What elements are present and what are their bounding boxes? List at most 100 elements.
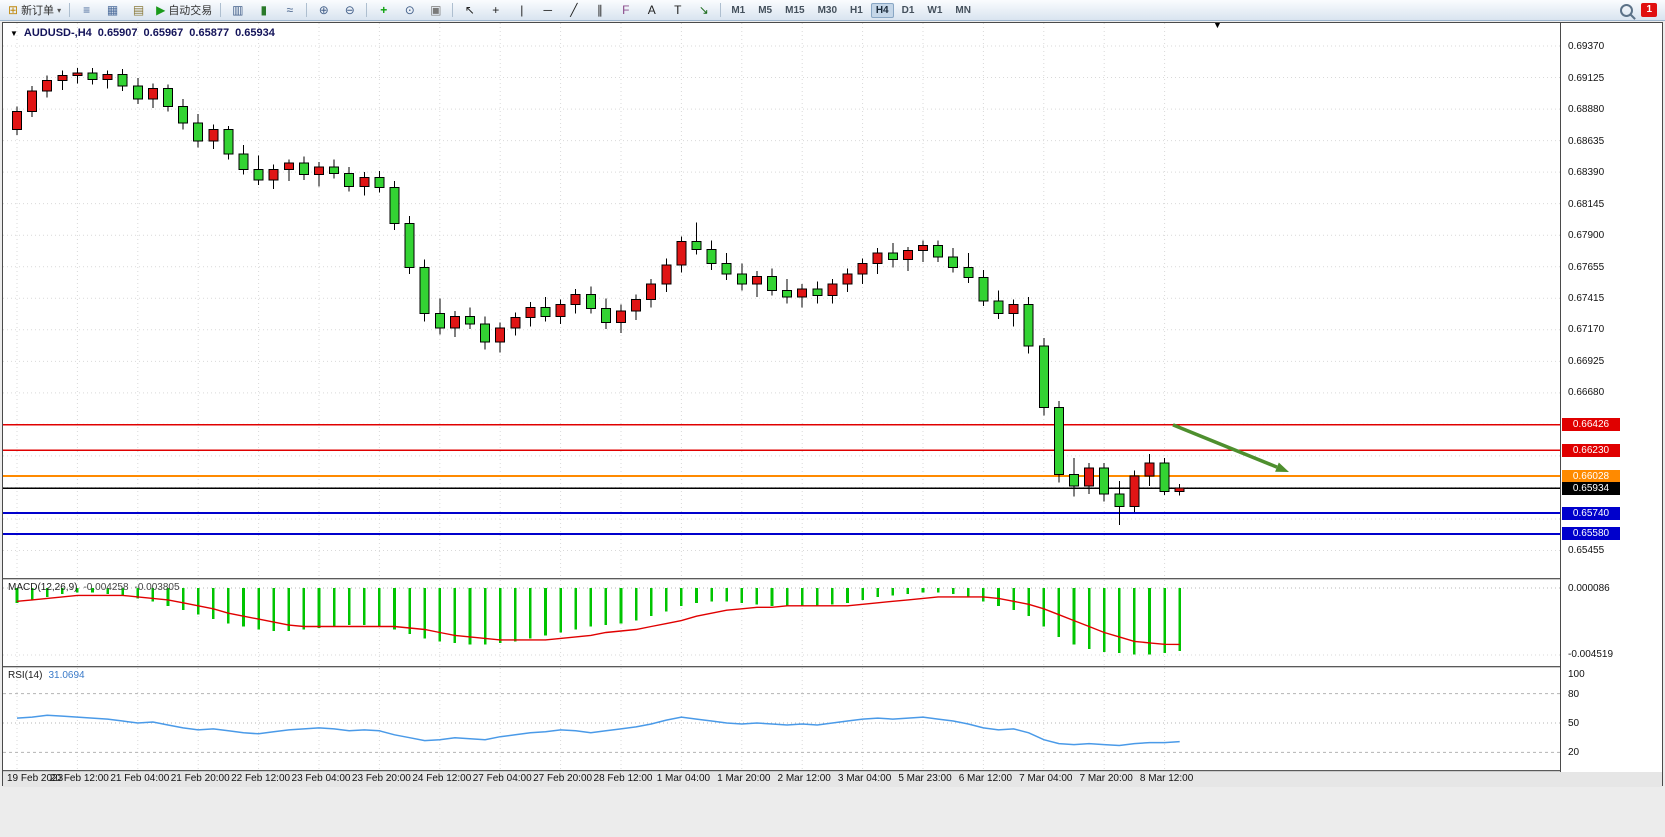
- timeframe-m30-button[interactable]: M30: [817, 4, 838, 16]
- ohlc-low: 0.65877: [189, 27, 230, 39]
- clock-icon: ⊙: [404, 3, 415, 17]
- price-axis-label: 0.65455: [1568, 544, 1605, 556]
- label-icon: T: [674, 3, 682, 17]
- fibonacci-tool-button[interactable]: F: [613, 1, 638, 20]
- timeframe-m1-button[interactable]: M1: [731, 4, 746, 16]
- rsi-label: RSI(14): [8, 670, 43, 681]
- period-button[interactable]: ⊙: [397, 1, 422, 20]
- horizontal-line-icon: ─: [543, 3, 553, 17]
- bar-chart-icon: ▥: [232, 3, 244, 17]
- label-tool-button[interactable]: T: [665, 1, 690, 20]
- price-axis-label: 0.66680: [1568, 387, 1605, 399]
- timeframe-h4-button[interactable]: H4: [870, 2, 894, 18]
- price-axis-label: 0.68880: [1568, 104, 1605, 116]
- time-axis-label: 2 Mar 12:00: [777, 773, 831, 784]
- vertical-line-tool-button[interactable]: |: [509, 1, 534, 20]
- ohlc-close: 0.65934: [235, 27, 275, 39]
- rsi-axis-label: 100: [1568, 669, 1585, 680]
- zoom-out-button[interactable]: ⊖: [337, 1, 362, 20]
- auto-trading-label: 自动交易: [168, 5, 213, 17]
- horizontal-line-tool-button[interactable]: ─: [535, 1, 560, 20]
- macd-signal-line: [16, 594, 1180, 646]
- bar-chart-button[interactable]: ▥: [225, 1, 250, 20]
- time-axis-label: 20 Feb 12:00: [49, 773, 109, 784]
- macd-main-value: -0.004258: [83, 582, 129, 593]
- vertical-line-icon: |: [520, 3, 524, 17]
- profiles-button[interactable]: ▤: [126, 1, 151, 20]
- price-chart-pane[interactable]: ▼ AUDUSD-,H4 0.65907 0.65967 0.65877 0.6…: [3, 23, 1560, 578]
- chevron-down-icon: ▾: [57, 5, 62, 15]
- pane-separator[interactable]: [3, 770, 1662, 772]
- line-chart-icon: ≈: [286, 3, 294, 17]
- timeframe-mn-button[interactable]: MN: [955, 4, 971, 16]
- candlestick-chart-canvas[interactable]: [3, 23, 1560, 578]
- time-axis[interactable]: 19 Feb 2023 20 Feb 12:00 21 Feb 04:00 21 Fe…: [3, 772, 1662, 787]
- time-axis-label: 7 Mar 04:00: [1019, 773, 1073, 784]
- snapshot-icon: ▣: [430, 3, 442, 17]
- time-axis-label: 19 Feb 2023: [7, 773, 64, 784]
- timeframe-m5-button[interactable]: M5: [758, 4, 773, 16]
- chart-windows-button[interactable]: ▦: [100, 1, 125, 20]
- pane-separator[interactable]: [3, 666, 1662, 668]
- trend-arrow-annotation[interactable]: [1172, 423, 1278, 469]
- candles-layer: [12, 67, 1185, 525]
- template-button[interactable]: ▣: [423, 1, 448, 20]
- search-icon[interactable]: [1620, 3, 1634, 17]
- price-axis-label: 0.68390: [1568, 167, 1605, 179]
- channel-tool-button[interactable]: ∥: [587, 1, 612, 20]
- trend-arrow-head: [1275, 462, 1289, 472]
- symbol-dropdown-icon[interactable]: ▼: [10, 28, 18, 38]
- macd-label-line: MACD(12,26,9) -0.004258 -0.003805: [8, 582, 180, 593]
- toolbar-separator: [452, 3, 454, 17]
- timeframe-d1-button[interactable]: D1: [901, 4, 915, 16]
- time-axis-label: 21 Feb 04:00: [110, 773, 170, 784]
- chart-window: ▼ AUDUSD-,H4 0.65907 0.65967 0.65877 0.6…: [2, 22, 1663, 787]
- time-axis-label: 23 Feb 20:00: [351, 773, 411, 784]
- price-line-tag: 0.65740: [1562, 506, 1620, 520]
- price-axis-label: 0.67170: [1568, 324, 1605, 336]
- text-tool-button[interactable]: A: [639, 1, 664, 20]
- time-axis-label: 7 Mar 20:00: [1079, 773, 1133, 784]
- time-axis-label: 6 Mar 12:00: [958, 773, 1013, 784]
- rsi-chart-canvas[interactable]: [3, 668, 1560, 770]
- timeframe-m15-button[interactable]: M15: [785, 4, 805, 16]
- time-axis-label: 23 Feb 04:00: [291, 773, 351, 784]
- line-chart-button[interactable]: ≈: [277, 1, 302, 20]
- price-axis[interactable]: 0.69370 0.69125 0.68880 0.68635 0.68390 0.681…: [1560, 23, 1662, 772]
- indicators-button[interactable]: +: [371, 1, 396, 20]
- crosshair-tool-button[interactable]: +: [483, 1, 508, 20]
- pane-separator[interactable]: [3, 578, 1662, 580]
- zoom-in-button[interactable]: ⊕: [311, 1, 336, 20]
- time-axis-label: 3 Mar 04:00: [837, 773, 892, 784]
- toolbar-separator: [720, 3, 722, 17]
- macd-chart-canvas[interactable]: [3, 580, 1560, 666]
- price-line-tag: 0.65580: [1562, 527, 1620, 541]
- crosshair-icon: +: [492, 3, 500, 17]
- arrows-tool-button[interactable]: ↘: [691, 1, 716, 20]
- toolbar-separator: [220, 3, 222, 17]
- toolbar-separator: [69, 3, 71, 17]
- ohlc-open: 0.65907: [97, 27, 138, 39]
- macd-pane[interactable]: MACD(12,26,9) -0.004258 -0.003805: [3, 580, 1560, 666]
- timeframe-h1-button[interactable]: H1: [850, 4, 863, 16]
- market-depth-button[interactable]: ≡: [74, 1, 99, 20]
- market-depth-icon: ≡: [83, 3, 91, 17]
- rsi-pane[interactable]: RSI(14) 31.0694: [3, 668, 1560, 770]
- rsi-value: 31.0694: [48, 670, 85, 681]
- new-order-button[interactable]: ⊞ 新订单 ▾: [4, 1, 65, 20]
- time-axis-label: 21 Feb 20:00: [170, 773, 230, 784]
- price-line-tag: 0.66028: [1562, 469, 1620, 483]
- trendline-tool-button[interactable]: ╱: [561, 1, 586, 20]
- cursor-tool-button[interactable]: ↖: [457, 1, 482, 20]
- notification-badge[interactable]: 1: [1641, 3, 1657, 17]
- price-axis-label: 0.68145: [1568, 198, 1605, 210]
- time-axis-label: 22 Feb 12:00: [231, 773, 291, 784]
- indicators-plus-icon: +: [380, 3, 388, 17]
- rsi-label-line: RSI(14) 31.0694: [8, 670, 85, 681]
- auto-trading-button[interactable]: ▶ 自动交易: [152, 1, 216, 20]
- timeframe-w1-button[interactable]: W1: [927, 4, 943, 16]
- text-icon: A: [647, 3, 656, 17]
- candlestick-chart-button[interactable]: ▮: [251, 1, 276, 20]
- price-line-tag: 0.66230: [1562, 443, 1620, 457]
- fibonacci-icon: F: [622, 3, 630, 17]
